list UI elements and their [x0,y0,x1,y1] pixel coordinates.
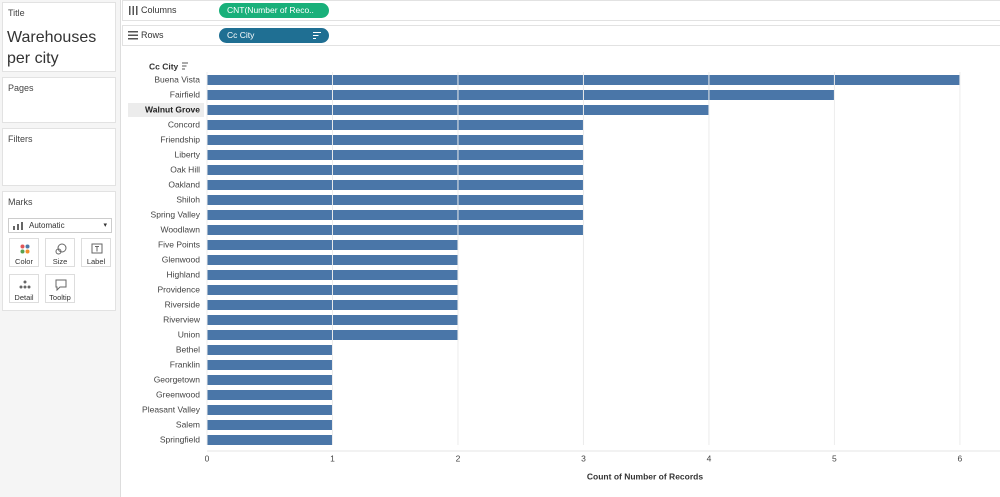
bar [207,180,584,190]
x-tick-label: 6 [958,453,963,463]
row-label: Buena Vista [154,74,200,84]
sort-icon [182,62,188,70]
x-axis-title: Count of Number of Records [587,471,703,481]
bar [207,360,333,370]
row-label: Union [178,329,200,339]
row-highlight [128,103,204,117]
bar [207,90,835,100]
shelf-label: Rows [141,30,164,40]
dropdown-caret: ▾ [103,222,107,229]
row-label: Highland [166,269,200,279]
sort-icon [313,32,321,39]
marks-card: Marks Automatic ▾ Color Size Label Detai… [2,191,116,311]
row-label: Shiloh [176,194,200,204]
card-label: Filters [8,134,33,144]
mark-type: Automatic [29,221,65,230]
card-label: Pages [8,83,34,93]
row-label: Springfield [160,434,200,444]
columns-shelf: Columns CNT(Number of Reco.. [122,0,1000,21]
row-header: Cc City [149,61,179,71]
button-label: Size [52,257,68,266]
row-label: Riverview [163,314,201,324]
size-button[interactable]: Size [45,238,75,267]
icon [55,243,67,255]
x-tick-label: 5 [832,453,837,463]
row-label: Franklin [170,359,201,369]
chart: Springfield Salem Pleasant Valley Greenwood… [128,61,1000,481]
row-label: Georgetown [154,374,201,384]
bar [207,210,584,220]
row-label: Salem [176,419,200,429]
row-label: Oakland [168,179,200,189]
button-label: Detail [14,293,34,302]
icon [55,279,67,291]
bar [207,225,584,235]
bar [207,120,584,130]
rows-shelf: Rows Cc City [122,25,1000,46]
sheet-title: Warehouses per city [7,29,97,67]
row-label: Greenwood [156,389,200,399]
x-tick-label: 1 [330,453,335,463]
pages-card: Pages [2,77,116,123]
row-label: Bethel [176,344,200,354]
shelf-label: Columns [141,5,177,15]
icon [91,243,103,254]
row-label: Woodlawn [160,224,200,234]
columns-icon [129,6,138,15]
row-label: Liberty [174,149,200,159]
bar [207,135,584,145]
button-label: Tooltip [49,293,71,302]
bar [207,390,333,400]
icon [19,280,31,289]
row-label: Pleasant Valley [142,404,201,414]
mark-type-dropdown[interactable]: Automatic ▾ [8,218,112,233]
button-label: Color [15,257,33,266]
row-label: Oak Hill [170,164,200,174]
label-button[interactable]: Label [81,238,111,267]
row-label: Walnut Grove [145,104,200,114]
bar [207,150,584,160]
detail-button[interactable]: Detail [9,274,39,303]
filters-card: Filters [2,128,116,186]
bar [207,405,333,415]
x-tick-label: 2 [456,453,461,463]
row-label: Spring Valley [151,209,201,219]
row-label: Friendship [160,134,200,144]
rows-pill[interactable]: Cc City [219,28,329,43]
bar-icon [13,222,23,230]
x-tick-label: 4 [707,453,712,463]
tooltip-button[interactable]: Tooltip [45,274,75,303]
card-label: Marks [8,197,33,207]
row-label: Fairfield [170,89,201,99]
pill-text: Cc City [227,30,255,40]
bar [207,435,333,445]
button-label: Label [86,257,106,266]
row-label: Riverside [165,299,201,309]
bar [207,165,584,175]
row-label: Providence [157,284,200,294]
row-label: Five Points [158,239,200,249]
title-card: Title Warehouses per city [2,2,116,72]
columns-pill[interactable]: CNT(Number of Reco.. [219,3,329,18]
row-label: Glenwood [162,254,201,264]
row-label: Concord [168,119,200,129]
bar [207,375,333,385]
bar [207,345,333,355]
x-tick-label: 3 [581,453,586,463]
bar [207,420,333,430]
bar [207,195,584,205]
icon [20,244,30,254]
rows-icon [128,31,138,40]
color-button[interactable]: Color [9,238,39,267]
x-tick-label: 0 [205,453,210,463]
card-label: Title [8,8,25,18]
